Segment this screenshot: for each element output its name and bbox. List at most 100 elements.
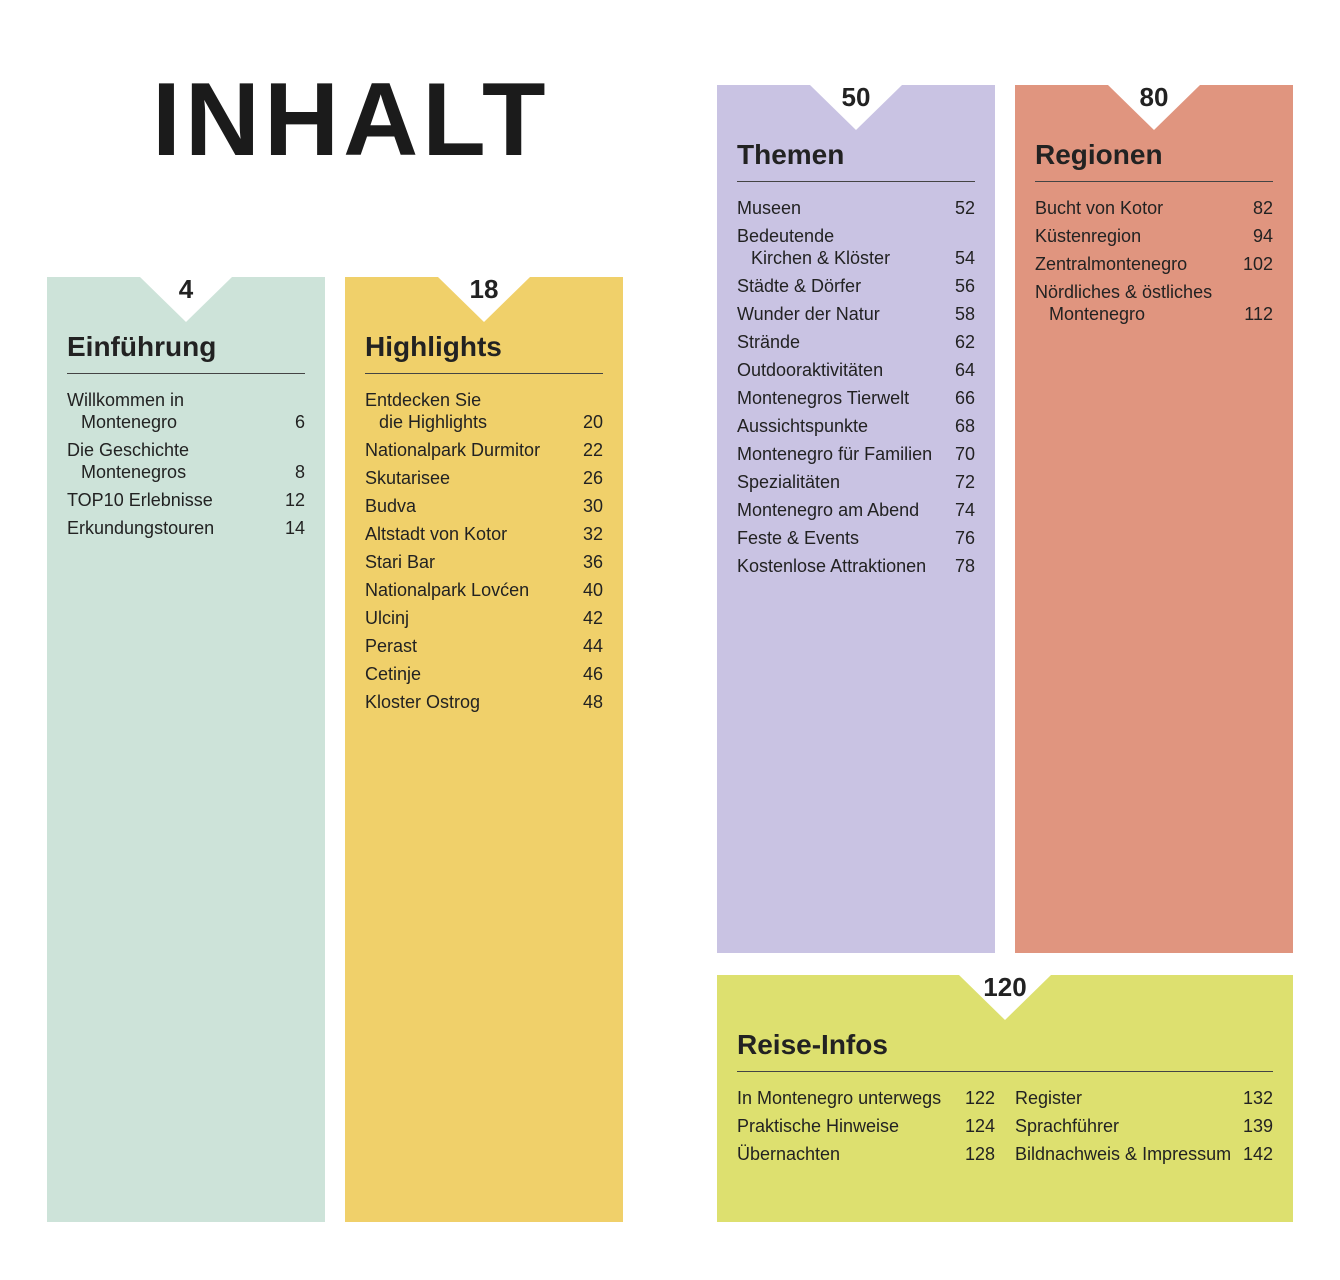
entry-label-line: Budva	[365, 496, 417, 516]
section-panel: 4 Einführung Willkommen in Montenegro 6 Die G…	[47, 274, 325, 1222]
entry-label-line: Altstadt von Kotor	[365, 524, 508, 544]
entry-column: Museen 52 Bedeutende Kirchen & Klöster 54 Stä…	[737, 197, 975, 583]
entry-label: In Montenegro unterwegs	[737, 1087, 941, 1109]
entry-page: 48	[582, 692, 603, 712]
toc-entry: Bedeutende Kirchen & Klöster 54	[737, 225, 975, 269]
section-panel: 18 Highlights Entdecken Sie die Highlights 2…	[345, 274, 623, 1222]
entry-page: 30	[582, 496, 603, 516]
entry-page: 94	[1252, 226, 1273, 246]
entry-page: 102	[1242, 254, 1273, 274]
toc-entry: Willkommen in Montenegro 6	[67, 389, 305, 433]
entry-label-line: Bildnachweis & Impressum	[1015, 1144, 1232, 1164]
entry-column: Entdecken Sie die Highlights 20 Nationalpar…	[365, 389, 603, 719]
entry-page: 8	[294, 462, 305, 482]
entry-label-line: Register	[1015, 1088, 1083, 1108]
entry-label: Nationalpark Lovćen	[365, 579, 529, 601]
toc-entry: Montenegro für Familien 70	[737, 443, 975, 465]
toc-entry: Entdecken Sie die Highlights 20	[365, 389, 603, 433]
entry-label-line: In Montenegro unterwegs	[737, 1088, 942, 1108]
entry-page: 44	[582, 636, 603, 656]
section-title: Highlights	[365, 331, 603, 374]
entry-page: 112	[1244, 304, 1273, 324]
toc-entry: Küstenregion 94	[1035, 225, 1273, 247]
toc-entry: Montenegros Tierwelt 66	[737, 387, 975, 409]
toc-entry: Nördliches & östliches Montenegro 112	[1035, 281, 1273, 325]
entry-page: 14	[284, 518, 305, 538]
entry-page: 124	[964, 1116, 995, 1136]
entry-label: Cetinje	[365, 663, 421, 685]
entry-label-line: Cetinje	[365, 664, 422, 684]
section-page: 18	[469, 274, 499, 304]
entry-label: Übernachten	[737, 1143, 840, 1165]
entry-label-line: Nationalpark Lovćen	[365, 580, 530, 600]
entry-label: Die Geschichte Montenegros	[67, 439, 189, 483]
entry-label-line: Bucht von Kotor	[1035, 198, 1164, 218]
entry-label-line: Städte & Dörfer	[737, 276, 862, 296]
entry-page: 36	[582, 552, 603, 572]
entry-label: Küstenregion	[1035, 225, 1141, 247]
entry-page: 68	[954, 416, 975, 436]
entry-page: 46	[582, 664, 603, 684]
toc-entry: Zentralmontenegro 102	[1035, 253, 1273, 275]
entry-label-line: Ulcinj	[365, 608, 410, 628]
entry-label-line: Küstenregion	[1035, 226, 1142, 246]
toc-entry: Sprachführer 139	[1015, 1115, 1273, 1137]
entry-label: Kloster Ostrog	[365, 691, 480, 713]
entry-label: Stari Bar	[365, 551, 435, 573]
entry-label-line: Spezialitäten	[737, 472, 841, 492]
entry-page: 132	[1242, 1088, 1273, 1108]
entry-label: Entdecken Sie die Highlights	[365, 389, 487, 433]
entry-page: 62	[954, 332, 975, 352]
entry-page: 22	[582, 440, 603, 460]
entry-label-line: die Highlights	[379, 412, 488, 432]
entry-page: 64	[954, 360, 975, 380]
entry-label-line: Übernachten	[737, 1144, 841, 1164]
entry-label-line: Kloster Ostrog	[365, 692, 481, 712]
entry-columns: In Montenegro unterwegs 122 Praktische Hin…	[737, 1087, 1273, 1171]
entry-label: Budva	[365, 495, 416, 517]
entry-label: Ulcinj	[365, 607, 409, 629]
section-panel: 50 Themen Museen 52 Bedeutende Kirchen & Klös…	[717, 84, 995, 953]
entry-label-line: Erkundungstouren	[67, 518, 215, 538]
entry-page: 76	[954, 528, 975, 548]
entry-page: 82	[1252, 198, 1273, 218]
entry-label-line: Bedeutende	[737, 226, 835, 246]
entry-label: TOP10 Erlebnisse	[67, 489, 213, 511]
toc-entry: Die Geschichte Montenegros 8	[67, 439, 305, 483]
entry-label: Nationalpark Durmitor	[365, 439, 540, 461]
entry-label: Altstadt von Kotor	[365, 523, 507, 545]
entry-label: Erkundungstouren	[67, 517, 214, 539]
toc-entry: Ulcinj 42	[365, 607, 603, 629]
entry-page: 78	[954, 556, 975, 576]
entry-page: 72	[954, 472, 975, 492]
section-page: 80	[1139, 82, 1169, 112]
entry-label-line: Montenegro	[1049, 304, 1146, 324]
entry-label: Praktische Hinweise	[737, 1115, 899, 1137]
toc-entry: Museen 52	[737, 197, 975, 219]
entry-label: Bildnachweis & Impressum	[1015, 1143, 1231, 1165]
toc-entry: Aussichtspunkte 68	[737, 415, 975, 437]
toc-entry: Strände 62	[737, 331, 975, 353]
toc-entry: Städte & Dörfer 56	[737, 275, 975, 297]
toc-entry: Bildnachweis & Impressum 142	[1015, 1143, 1273, 1165]
toc-entry: Outdooraktivitäten 64	[737, 359, 975, 381]
entry-page: 74	[954, 500, 975, 520]
section-page: 120	[983, 972, 1027, 1002]
entry-page: 52	[954, 198, 975, 218]
toc-entry: Kostenlose Attraktionen 78	[737, 555, 975, 577]
entry-label: Kostenlose Attraktionen	[737, 555, 926, 577]
entry-label: Bucht von Kotor	[1035, 197, 1163, 219]
section-page: 4	[178, 274, 194, 304]
entry-columns: Willkommen in Montenegro 6 Die Geschichte Mo…	[67, 389, 305, 545]
entry-label-line: Montenegros	[81, 462, 187, 482]
toc-entry: In Montenegro unterwegs 122	[737, 1087, 995, 1109]
entry-label: Spezialitäten	[737, 471, 840, 493]
section-panel: 80 Regionen Bucht von Kotor 82 Küstenregion 9…	[1015, 82, 1293, 953]
entry-label-line: Montenegro für Familien	[737, 444, 933, 464]
entry-label-line: Praktische Hinweise	[737, 1116, 900, 1136]
entry-label: Montenegro für Familien	[737, 443, 932, 465]
entry-label: Wunder der Natur	[737, 303, 880, 325]
entry-column: In Montenegro unterwegs 122 Praktische Hin…	[737, 1087, 995, 1171]
toc-entry: Montenegro am Abend 74	[737, 499, 975, 521]
